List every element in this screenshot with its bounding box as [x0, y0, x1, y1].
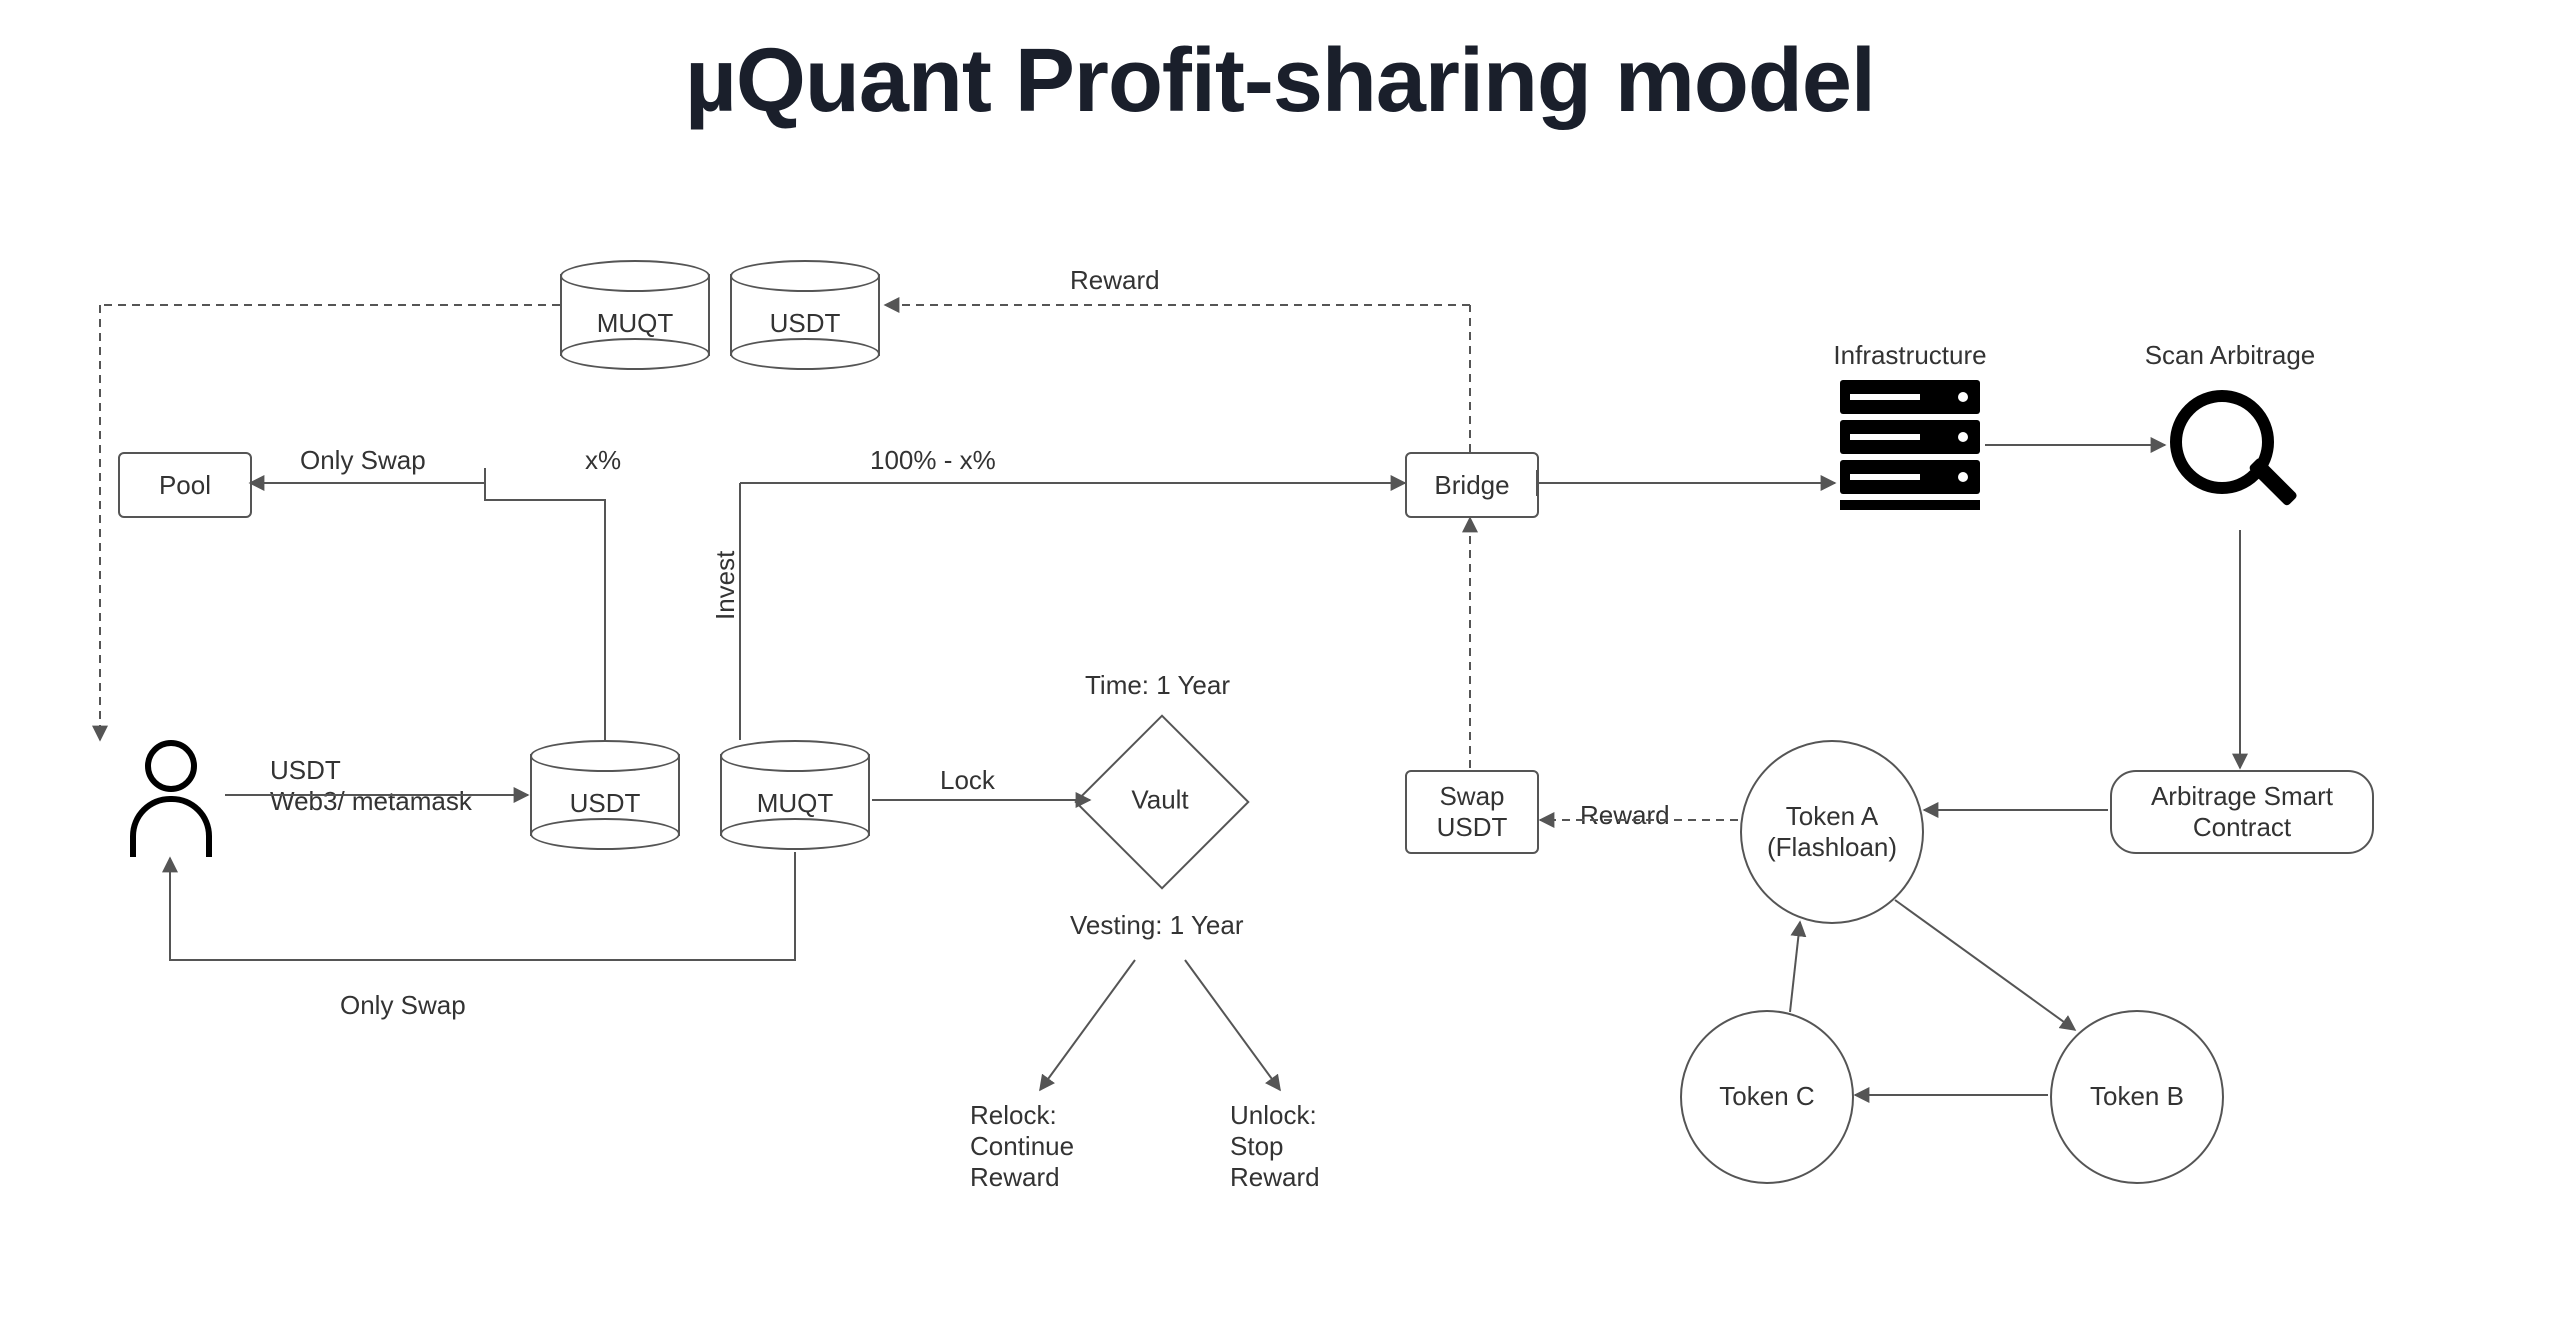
- edge-reward-top: Reward: [1070, 265, 1160, 296]
- node-usdt-top: USDT: [730, 260, 880, 370]
- edge-x-pct: x%: [585, 445, 621, 476]
- node-token-b-label: Token B: [2090, 1081, 2184, 1112]
- node-muqt-mid: MUQT: [720, 740, 870, 850]
- node-arb-sc: Arbitrage Smart Contract: [2110, 770, 2374, 854]
- node-arb-sc-label: Arbitrage Smart Contract: [2112, 781, 2372, 843]
- node-swap-usdt: Swap USDT: [1405, 770, 1539, 854]
- edge-vesting-1y: Vesting: 1 Year: [1070, 910, 1243, 941]
- edge-invest: Invest: [710, 551, 741, 620]
- node-muqt-top: MUQT: [560, 260, 710, 370]
- node-vault: Vault: [1100, 740, 1220, 860]
- edge-unlock: Unlock: Stop Reward: [1230, 1100, 1320, 1194]
- node-muqt-top-label: MUQT: [560, 308, 710, 339]
- edge-reward-mid: Reward: [1580, 800, 1670, 831]
- node-token-a-label: Token A (Flashloan): [1742, 801, 1922, 863]
- node-pool: Pool: [118, 452, 252, 518]
- node-token-c-label: Token C: [1719, 1081, 1814, 1112]
- node-pool-label: Pool: [159, 470, 211, 501]
- node-swap-usdt-label: Swap USDT: [1437, 781, 1508, 843]
- node-usdt-mid: USDT: [530, 740, 680, 850]
- server-icon: [1840, 380, 1980, 510]
- node-token-c: Token C: [1680, 1010, 1854, 1184]
- edge-time-1y: Time: 1 Year: [1085, 670, 1230, 701]
- edge-only-swap-top: Only Swap: [300, 445, 426, 476]
- page-title: µQuant Profit-sharing model: [0, 30, 2560, 133]
- node-bridge-label: Bridge: [1434, 470, 1509, 501]
- edge-100-x: 100% - x%: [870, 445, 996, 476]
- node-usdt-mid-label: USDT: [530, 788, 680, 819]
- node-bridge: Bridge: [1405, 452, 1539, 518]
- edge-relock: Relock: Continue Reward: [970, 1100, 1074, 1194]
- scan-label: Scan Arbitrage: [2100, 340, 2360, 371]
- node-vault-label: Vault: [1131, 785, 1188, 816]
- infra-label: Infrastructure: [1800, 340, 2020, 371]
- diagram-canvas: µQuant Profit-sharing model Pool MUQT US…: [0, 0, 2560, 1333]
- edge-only-swap-bot: Only Swap: [340, 990, 466, 1021]
- node-muqt-mid-label: MUQT: [720, 788, 870, 819]
- person-icon: [130, 740, 212, 857]
- node-token-a: Token A (Flashloan): [1740, 740, 1924, 924]
- magnifier-icon: [2170, 390, 2274, 494]
- node-usdt-top-label: USDT: [730, 308, 880, 339]
- edge-usdt-web3: USDT Web3/ metamask: [270, 755, 472, 817]
- node-token-b: Token B: [2050, 1010, 2224, 1184]
- edge-lock: Lock: [940, 765, 995, 796]
